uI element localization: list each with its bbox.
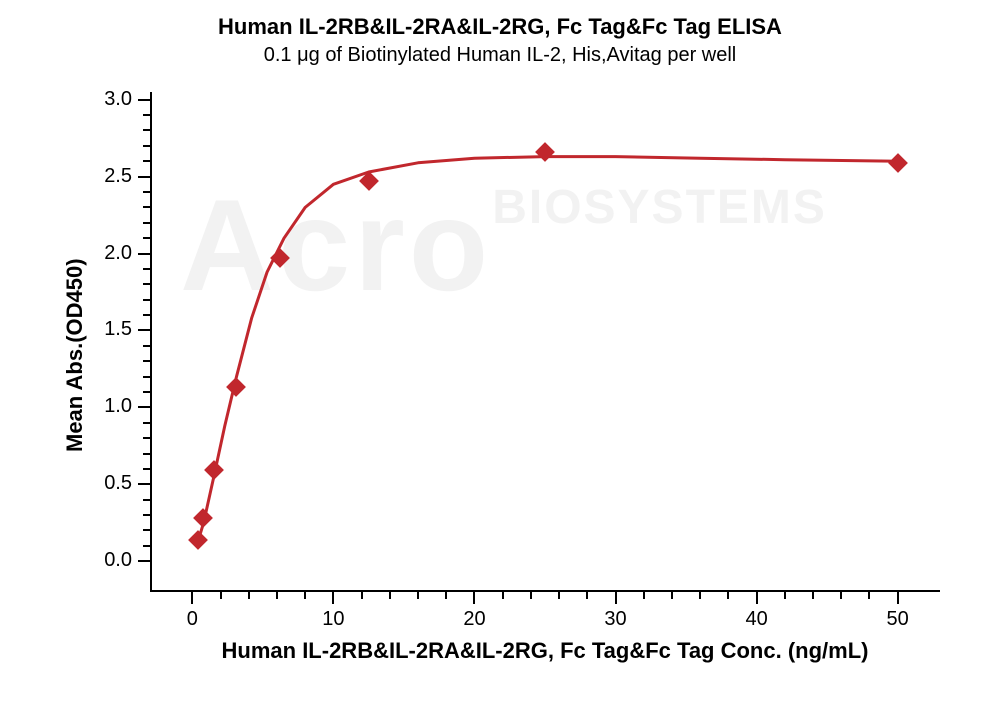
y-tick-major [138, 253, 150, 255]
x-tick-minor [699, 592, 701, 599]
x-tick-minor [671, 592, 673, 599]
y-tick-label: 0.5 [88, 472, 132, 495]
y-tick-minor [143, 360, 150, 362]
x-tick-minor [248, 592, 250, 599]
x-tick-minor [417, 592, 419, 599]
x-tick-minor [502, 592, 504, 599]
y-tick-minor [143, 237, 150, 239]
x-tick-minor [868, 592, 870, 599]
x-tick-major [473, 592, 475, 604]
y-tick-major [138, 99, 150, 101]
x-tick-minor [389, 592, 391, 599]
x-tick-minor [276, 592, 278, 599]
y-tick-label: 1.0 [88, 395, 132, 418]
y-tick-minor [143, 422, 150, 424]
x-tick-label: 10 [322, 608, 344, 631]
y-tick-minor [143, 345, 150, 347]
y-tick-minor [143, 437, 150, 439]
y-tick-label: 2.5 [88, 165, 132, 188]
y-tick-minor [143, 206, 150, 208]
y-tick-minor [143, 545, 150, 547]
y-tick-major [138, 560, 150, 562]
x-tick-major [615, 592, 617, 604]
x-tick-major [332, 592, 334, 604]
y-tick-minor [143, 376, 150, 378]
y-tick-minor [143, 268, 150, 270]
y-tick-major [138, 176, 150, 178]
y-tick-major [138, 483, 150, 485]
x-tick-major [756, 592, 758, 604]
y-tick-minor [143, 514, 150, 516]
x-tick-minor [643, 592, 645, 599]
x-tick-label: 0 [187, 608, 198, 631]
y-tick-minor [143, 499, 150, 501]
curve-path [197, 157, 898, 546]
chart-container: AcroBIOSYSTEMS Human IL-2RB&IL-2RA&IL-2R… [0, 0, 1000, 714]
x-tick-minor [784, 592, 786, 599]
y-tick-label: 1.5 [88, 318, 132, 341]
x-tick-minor [361, 592, 363, 599]
y-tick-minor [143, 145, 150, 147]
y-tick-label: 2.0 [88, 242, 132, 265]
y-tick-minor [143, 160, 150, 162]
y-tick-minor [143, 453, 150, 455]
x-tick-minor [840, 592, 842, 599]
x-tick-minor [727, 592, 729, 599]
y-tick-major [138, 329, 150, 331]
y-tick-minor [143, 529, 150, 531]
x-tick-minor [220, 592, 222, 599]
fitted-curve [0, 0, 1000, 714]
y-tick-minor [143, 191, 150, 193]
y-tick-minor [143, 468, 150, 470]
y-tick-minor [143, 299, 150, 301]
x-tick-major [897, 592, 899, 604]
x-tick-label: 30 [604, 608, 626, 631]
y-tick-label: 3.0 [88, 88, 132, 111]
x-tick-minor [812, 592, 814, 599]
y-tick-minor [143, 283, 150, 285]
y-tick-minor [143, 314, 150, 316]
x-tick-minor [586, 592, 588, 599]
y-tick-minor [143, 129, 150, 131]
y-tick-label: 0.0 [88, 549, 132, 572]
y-tick-minor [143, 222, 150, 224]
x-tick-label: 50 [887, 608, 909, 631]
x-tick-minor [304, 592, 306, 599]
y-tick-major [138, 406, 150, 408]
x-tick-major [191, 592, 193, 604]
y-tick-minor [143, 114, 150, 116]
x-tick-label: 40 [745, 608, 767, 631]
x-tick-minor [530, 592, 532, 599]
x-tick-minor [558, 592, 560, 599]
x-tick-label: 20 [463, 608, 485, 631]
x-tick-minor [445, 592, 447, 599]
y-tick-minor [143, 391, 150, 393]
